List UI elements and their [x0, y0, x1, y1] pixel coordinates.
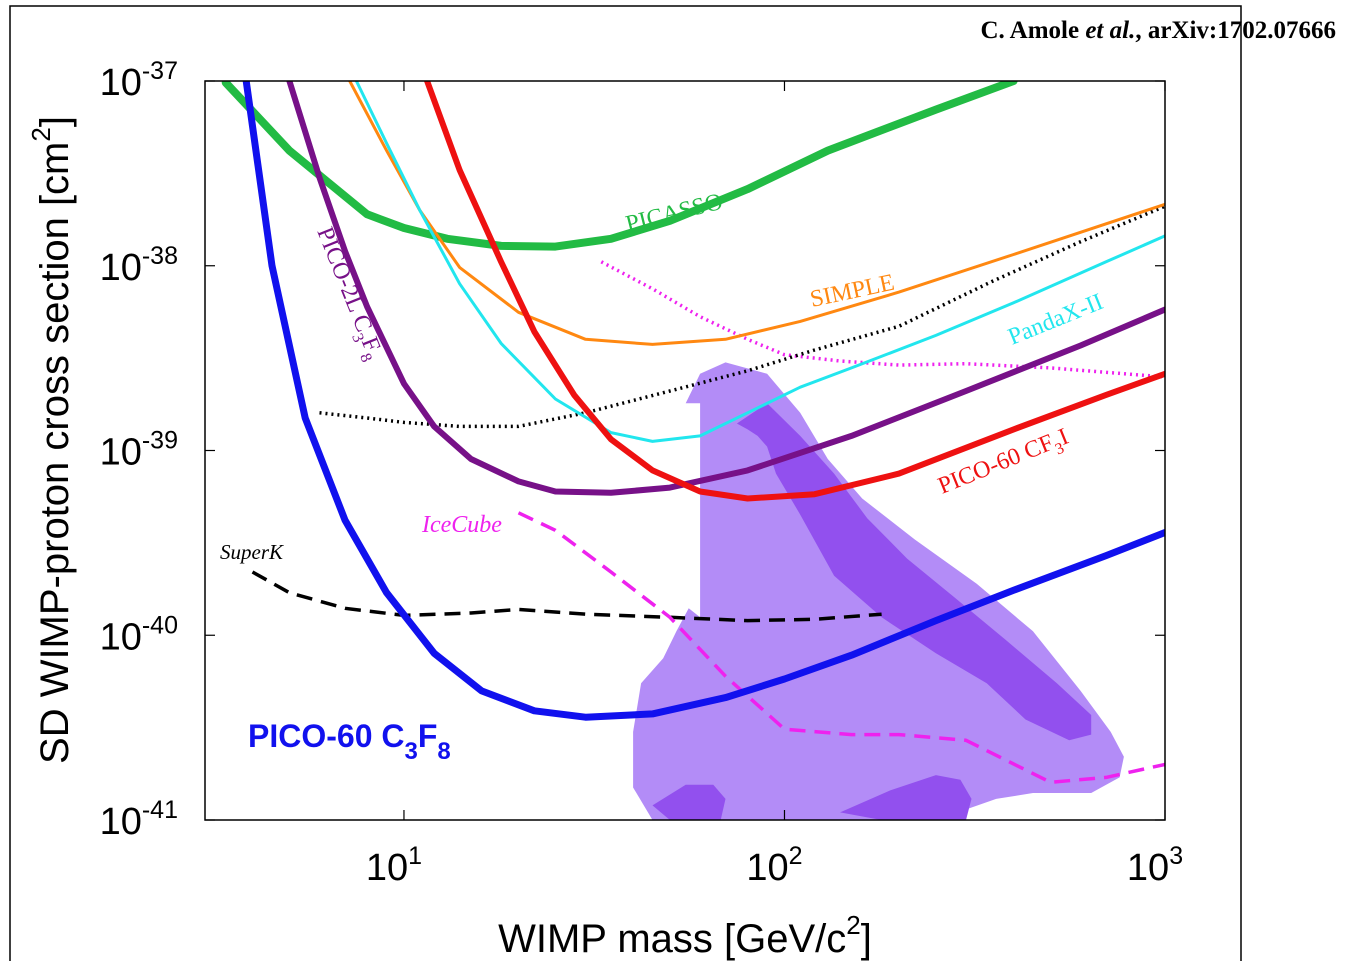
- series-pico60cf3i: [424, 81, 1165, 502]
- label-picasso: PICASSO: [623, 189, 725, 238]
- y-tick-label: 10-39: [100, 427, 178, 474]
- y-tick-label: 10-40: [100, 611, 178, 658]
- series-superk: [251, 570, 882, 623]
- series-simple: [348, 81, 1165, 346]
- series-icecube: [517, 511, 1165, 785]
- y-tick-labels: 10-41 10-40 10-39 10-38 10-37: [100, 57, 178, 843]
- label-pico60-c3f8: PICO-60 C3F8: [248, 718, 451, 765]
- y-tick-label: 10-37: [100, 57, 178, 104]
- label-pico2l-c3f8: PICO-2L C3F8: [307, 224, 388, 365]
- x-tick-label: 101: [366, 842, 422, 889]
- series-lhc: [600, 260, 1165, 379]
- region-cmssm-blob-left: [652, 784, 726, 820]
- region-cmssm-blob-right: [840, 775, 972, 820]
- series-group: [221, 81, 1165, 785]
- series-pandax: [354, 81, 1165, 443]
- series-picasso: [221, 81, 1018, 251]
- y-axis-label: SD WIMP-proton cross section [cm2]: [26, 116, 77, 764]
- x-tick-labels: 101 102 103: [366, 842, 1183, 889]
- x-tick-label: 102: [746, 842, 802, 889]
- outer-frame: [9, 5, 1242, 963]
- x-axis-label: WIMP mass [GeV/c2]: [498, 910, 872, 961]
- y-tick-label: 10-38: [100, 242, 178, 289]
- region-cmssm-inner: [736, 403, 1092, 741]
- x-tick-label: 103: [1127, 842, 1183, 889]
- y-tick-label: 10-41: [100, 796, 178, 843]
- label-icecube: IceCube: [421, 512, 502, 538]
- series-pico2l: [286, 81, 1165, 496]
- citation: C. Amole et al., arXiv:1702.07666: [980, 17, 1336, 44]
- series-lux: [319, 204, 1165, 429]
- plot-frame: [204, 80, 1166, 821]
- series-pico60c3f8: [242, 81, 1165, 721]
- label-superk: SuperK: [220, 540, 284, 564]
